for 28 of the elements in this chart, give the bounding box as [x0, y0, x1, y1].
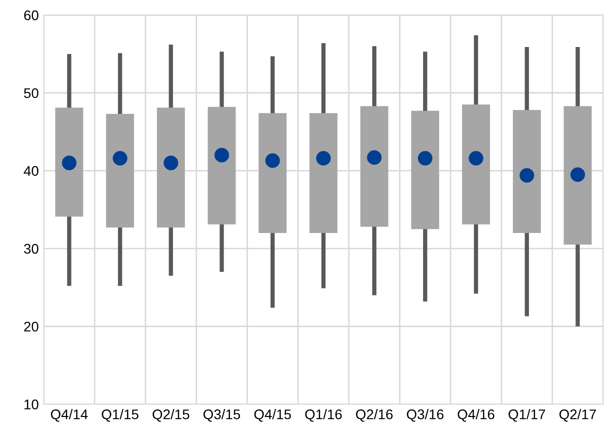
point: [520, 168, 534, 183]
point: [570, 167, 585, 182]
point: [418, 150, 432, 166]
y-tick-label: 10: [24, 400, 38, 410]
x-tick-label: Q3/16: [406, 409, 444, 422]
x-tick-label: Q3/15: [203, 409, 240, 422]
point: [214, 148, 230, 162]
x-tick-label: Q2/16: [356, 409, 393, 422]
y-tick-label: 50: [24, 88, 38, 98]
y-tick-label: 20: [24, 322, 38, 332]
point: [265, 153, 280, 168]
x-tick-label: Q4/14: [50, 409, 88, 422]
x-tick-label: Q2/15: [152, 409, 190, 422]
point: [62, 156, 76, 170]
x-tick-label: Q1/15: [102, 409, 138, 422]
x-tick-label: Q4/16: [458, 409, 494, 422]
point: [164, 156, 178, 170]
x-tick-label: Q1/16: [305, 409, 342, 422]
x-tick-label: Q4/15: [254, 409, 291, 422]
point: [468, 150, 484, 166]
point: [316, 150, 331, 166]
y-tick-label: 60: [24, 10, 38, 20]
x-tick-label: Q1/17: [508, 409, 546, 422]
y-tick-label: 40: [24, 166, 38, 176]
point: [112, 150, 128, 166]
point: [367, 150, 382, 165]
x-tick-label: Q2/17: [559, 409, 596, 422]
y-tick-label: 30: [24, 244, 38, 254]
